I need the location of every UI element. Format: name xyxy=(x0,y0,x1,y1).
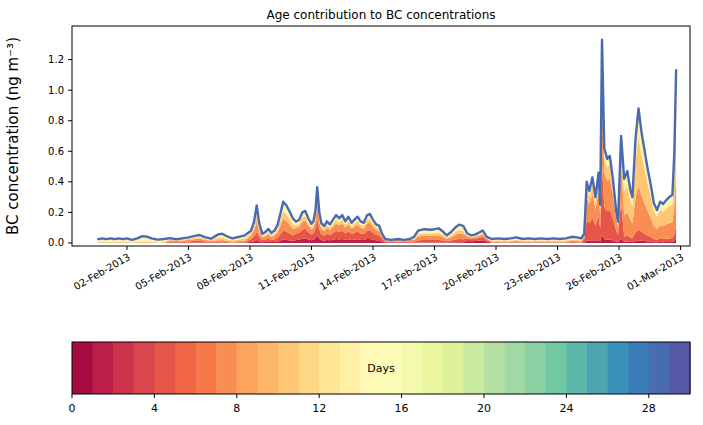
x-axis-tick-label: 01-Mar-2013 xyxy=(625,251,686,292)
x-axis-tick-label: 26-Feb-2013 xyxy=(564,251,624,292)
colorbar-segment xyxy=(340,342,361,394)
x-axis-tick-label: 23-Feb-2013 xyxy=(502,251,562,292)
colorbar: 0 4 8 12 16 20 24 28 xyxy=(69,342,691,415)
colorbar-segment xyxy=(566,342,587,394)
x-axis-tick-label: 02-Feb-2013 xyxy=(72,251,132,292)
chart-title: Age contribution to BC concentrations xyxy=(266,8,495,22)
x-axis-tick-label: 20-Feb-2013 xyxy=(441,251,501,292)
y-axis-tick-label: 1.2 xyxy=(48,54,64,65)
age-layer-6-9-days xyxy=(98,93,676,243)
colorbar-segment xyxy=(134,342,155,394)
colorbar-tick-label: 28 xyxy=(642,402,656,415)
colorbar-tick-label: 16 xyxy=(395,402,409,415)
y-axis-tick-label: 1.0 xyxy=(48,85,64,96)
colorbar-segment xyxy=(422,342,443,394)
colorbar-segment xyxy=(463,342,484,394)
colorbar-segment xyxy=(113,342,134,394)
colorbar-segment xyxy=(257,342,278,394)
y-axis-tick-label: 0.0 xyxy=(48,237,64,248)
colorbar-segment xyxy=(546,342,567,394)
colorbar-segment xyxy=(175,342,196,394)
colorbar-segment xyxy=(299,342,320,394)
y-axis: 0.0 0.2 0.4 0.6 0.8 1.0 1.2 xyxy=(48,54,72,248)
colorbar-segment xyxy=(154,342,175,394)
colorbar-segment xyxy=(319,342,340,394)
colorbar-tick-label: 24 xyxy=(559,402,573,415)
colorbar-segment xyxy=(72,342,93,394)
x-axis-tick-label: 08-Feb-2013 xyxy=(195,251,255,292)
y-axis-tick-label: 0.2 xyxy=(48,207,64,218)
colorbar-segment xyxy=(649,342,670,394)
y-axis-label: BC concentration (ng m⁻³) xyxy=(4,37,22,235)
colorbar-segment xyxy=(402,342,423,394)
x-axis-tick-label: 17-Feb-2013 xyxy=(379,251,439,292)
colorbar-segment xyxy=(278,342,299,394)
x-axis-tick-label: 14-Feb-2013 xyxy=(318,251,378,292)
colorbar-segment xyxy=(237,342,258,394)
colorbar-segment xyxy=(216,342,237,394)
colorbar-segment xyxy=(608,342,629,394)
colorbar-segment xyxy=(587,342,608,394)
x-axis-tick-label: 11-Feb-2013 xyxy=(256,251,316,292)
colorbar-label: Days xyxy=(367,362,395,375)
y-axis-tick-label: 0.6 xyxy=(48,146,64,157)
colorbar-segment xyxy=(196,342,217,394)
colorbar-tick-label: 12 xyxy=(312,402,326,415)
colorbar-segment xyxy=(525,342,546,394)
y-axis-tick-label: 0.8 xyxy=(48,115,64,126)
colorbar-segment xyxy=(628,342,649,394)
colorbar-segment xyxy=(93,342,114,394)
colorbar-segment xyxy=(669,342,690,394)
stacked-area-layers xyxy=(98,40,676,243)
colorbar-segment xyxy=(505,342,526,394)
colorbar-tick-label: 8 xyxy=(233,402,240,415)
colorbar-segment xyxy=(443,342,464,394)
chart-svg: 02-Feb-201305-Feb-201308-Feb-201311-Feb-… xyxy=(0,0,703,425)
figure: 02-Feb-201305-Feb-201308-Feb-201311-Feb-… xyxy=(0,0,703,425)
colorbar-tick-label: 20 xyxy=(477,402,491,415)
colorbar-segment xyxy=(484,342,505,394)
x-axis: 02-Feb-201305-Feb-201308-Feb-201311-Feb-… xyxy=(72,246,686,293)
colorbar-tick-label: 4 xyxy=(151,402,158,415)
x-axis-tick-label: 05-Feb-2013 xyxy=(133,251,193,292)
colorbar-tick-label: 0 xyxy=(69,402,76,415)
y-axis-tick-label: 0.4 xyxy=(48,176,64,187)
